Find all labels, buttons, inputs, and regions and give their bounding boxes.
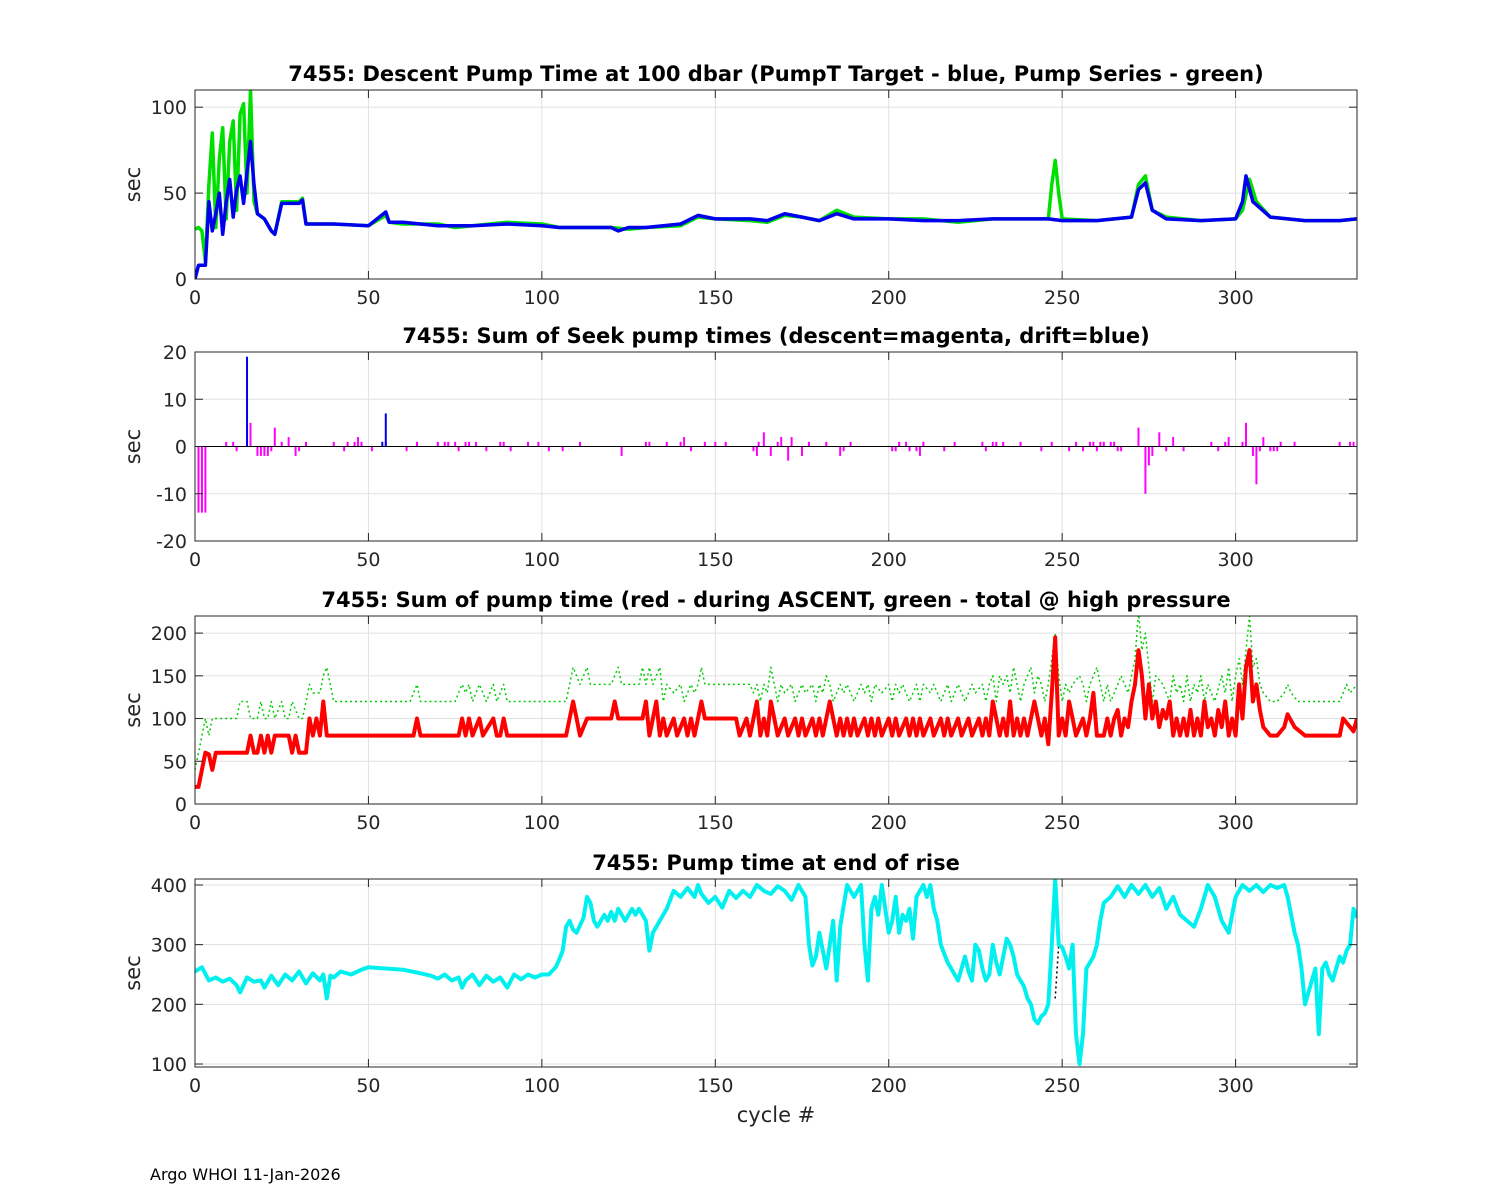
plot-area	[195, 90, 1357, 279]
x-tick-label: 250	[1044, 812, 1080, 834]
y-tick-label: 0	[175, 269, 187, 291]
y-axis-label: sec	[121, 167, 145, 202]
subplot-2: 0 50 100 150 200 250 300 -20 -10 0 10 20 7455: Sum o…	[121, 324, 1358, 571]
x-tick-label: 200	[871, 812, 907, 834]
x-tick-label: 150	[697, 287, 733, 309]
y-tick-label: 100	[151, 1054, 187, 1076]
y-tick-label: 300	[151, 935, 187, 957]
x-tick-label: 300	[1217, 1075, 1253, 1097]
x-tick-label: 250	[1044, 1075, 1080, 1097]
chart-title: 7455: Sum of Seek pump times (descent=ma…	[402, 324, 1149, 348]
data-layer	[197, 356, 1355, 513]
subplot-4: 0 50 100 150 200 250 300 100 200 300 400 7455: Pump…	[121, 851, 1358, 1127]
series-line-1	[1054, 944, 1060, 999]
x-tick-label: 300	[1217, 812, 1253, 834]
x-tick-label: 0	[189, 812, 201, 834]
series-line-2	[195, 879, 1357, 1066]
y-tick-label: 100	[151, 709, 187, 731]
plot-area	[195, 616, 1357, 804]
subplot-1: 0 50 100 150 200 250 300 0 50 100 7455: Descent Pu…	[121, 62, 1358, 309]
y-tick-label: 0	[175, 794, 187, 816]
y-tick-label: -10	[156, 484, 187, 506]
y-tick-label: 200	[151, 994, 187, 1016]
x-tick-label: 0	[189, 1075, 201, 1097]
x-tick-label: 250	[1044, 549, 1080, 571]
chart-title: 7455: Pump time at end of rise	[592, 851, 960, 875]
x-tick-label: 200	[871, 549, 907, 571]
x-tick-label: 300	[1217, 287, 1253, 309]
y-tick-label: 20	[163, 342, 187, 364]
y-tick-label: 10	[163, 389, 187, 411]
y-axis-label: sec	[121, 429, 145, 464]
x-tick-label: 50	[356, 1075, 380, 1097]
x-tick-label: 150	[697, 1075, 733, 1097]
chart-title: 7455: Descent Pump Time at 100 dbar (Pum…	[288, 62, 1263, 86]
x-tick-label: 100	[524, 549, 560, 571]
axes-box	[194, 878, 1358, 1068]
y-tick-label: 50	[163, 751, 187, 773]
chart-title: 7455: Sum of pump time (red - during ASC…	[321, 588, 1230, 612]
plot-area	[195, 879, 1357, 1067]
x-tick-label: 200	[871, 1075, 907, 1097]
subplot-3: 0 50 100 150 200 250 300 0 50 100 150 200 7455: Sum …	[121, 588, 1358, 834]
x-tick-label: 50	[356, 812, 380, 834]
x-tick-label: 300	[1217, 549, 1253, 571]
data-layer	[195, 879, 1357, 1066]
data-layer	[195, 90, 1357, 279]
y-tick-label: 50	[163, 183, 187, 205]
series-line-1	[195, 616, 1357, 770]
y-axis-label: sec	[121, 955, 145, 990]
y-tick-label: 150	[151, 666, 187, 688]
axes-box	[194, 89, 1358, 280]
y-tick-label: 200	[151, 623, 187, 645]
x-tick-label: 150	[697, 812, 733, 834]
x-tick-label: 0	[189, 287, 201, 309]
series-line-2	[195, 139, 1357, 279]
x-tick-label: 50	[356, 287, 380, 309]
y-tick-label: -20	[156, 531, 187, 553]
y-tick-label: 0	[175, 437, 187, 459]
series-line-2	[195, 635, 1357, 789]
x-axis-label: cycle #	[737, 1103, 816, 1127]
x-tick-label: 0	[189, 549, 201, 571]
y-axis-label: sec	[121, 692, 145, 727]
data-layer	[195, 616, 1357, 789]
x-tick-label: 50	[356, 549, 380, 571]
x-tick-label: 100	[524, 1075, 560, 1097]
y-tick-label: 100	[151, 97, 187, 119]
footer-text: Argo WHOI 11-Jan-2026	[150, 1165, 341, 1184]
x-tick-label: 250	[1044, 287, 1080, 309]
x-tick-label: 100	[524, 287, 560, 309]
x-tick-label: 200	[871, 287, 907, 309]
x-tick-label: 100	[524, 812, 560, 834]
y-tick-label: 400	[151, 875, 187, 897]
axes-box	[194, 615, 1358, 805]
x-tick-label: 150	[697, 549, 733, 571]
